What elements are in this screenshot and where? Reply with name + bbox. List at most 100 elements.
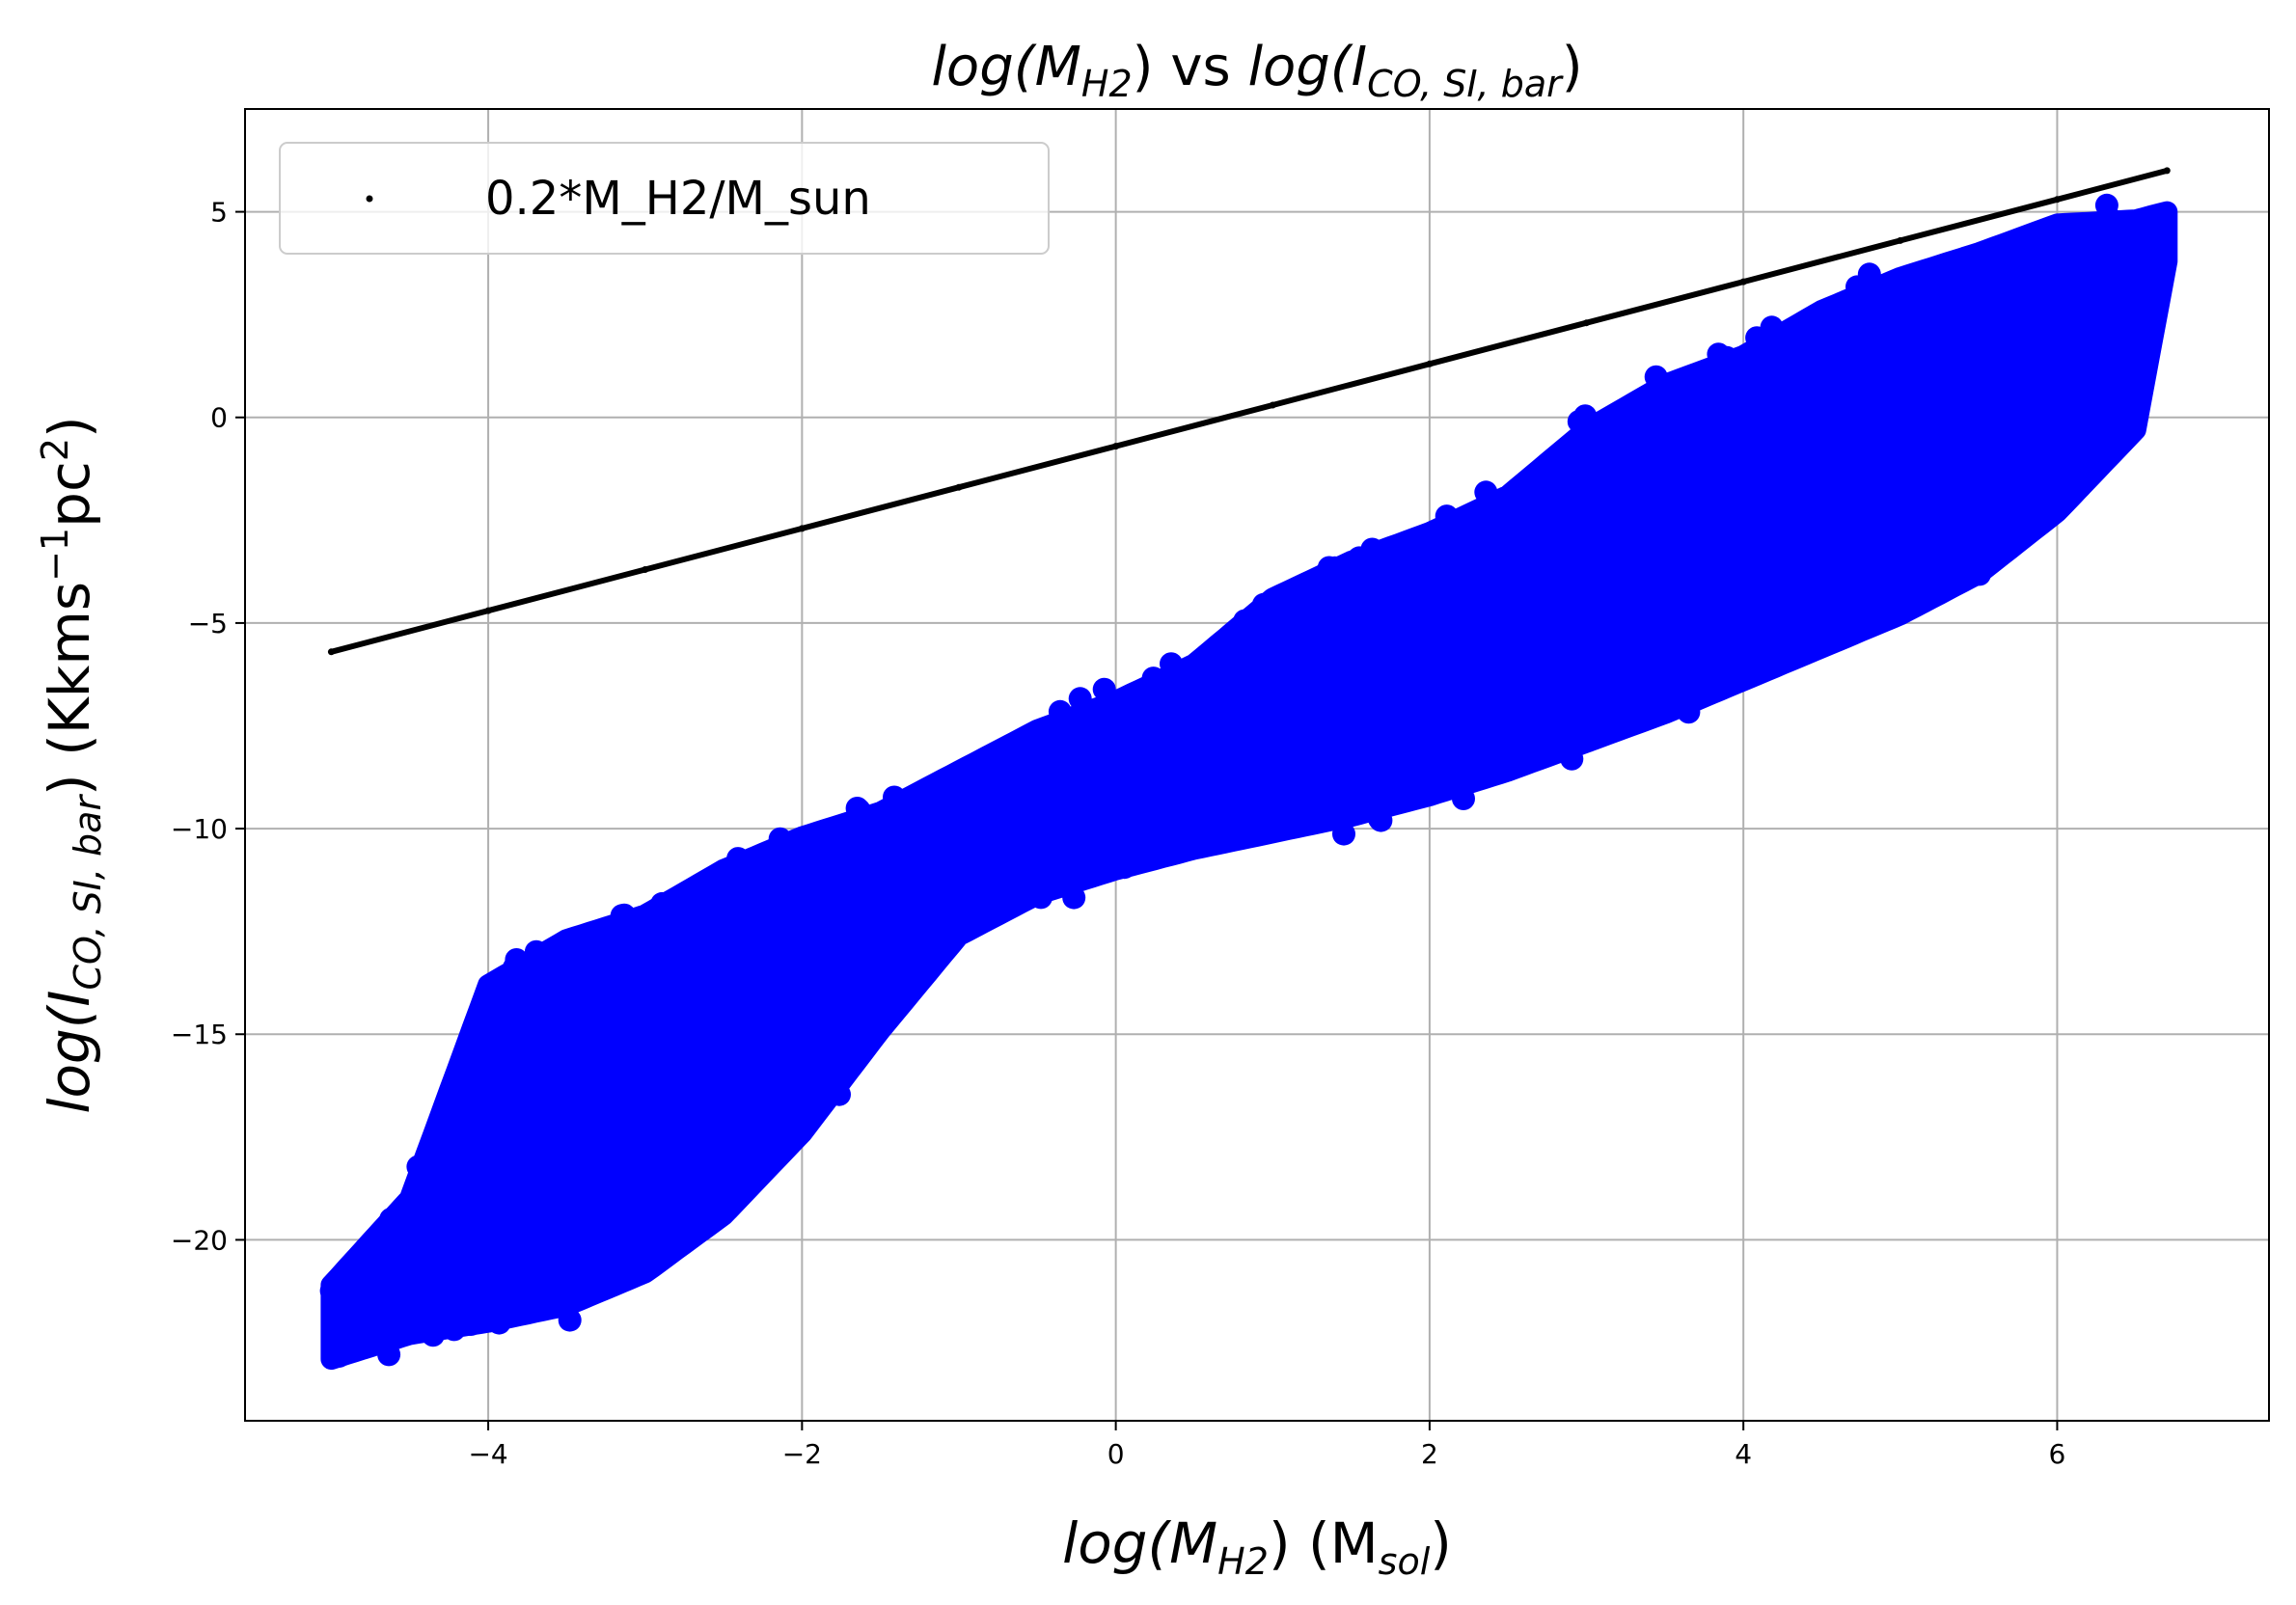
blue-point (1504, 719, 1528, 743)
blue-point (442, 1318, 466, 1342)
blue-point (1124, 769, 1147, 793)
y-axis-label: log(ICO, SI, bar) (Kkms−1pc2) (34, 416, 109, 1113)
blue-point (1227, 802, 1251, 826)
blue-point (1484, 622, 1508, 645)
blue-point (1706, 503, 1730, 527)
blue-point (1565, 722, 1589, 747)
blue-point (1920, 400, 1944, 423)
blue-scatter-series (319, 193, 2178, 1371)
blue-point (823, 827, 847, 851)
blue-point (982, 757, 1006, 780)
blue-point (1845, 275, 1869, 299)
blue-point (1969, 297, 1993, 321)
blue-point (1812, 555, 1836, 579)
black-point (2053, 196, 2061, 204)
blue-point (1746, 412, 1770, 436)
black-point (955, 483, 963, 491)
blue-point (379, 1208, 403, 1231)
blue-point (1347, 546, 1371, 570)
blue-point (2041, 339, 2065, 363)
blue-point (883, 785, 906, 809)
blue-point (699, 1129, 724, 1154)
blue-point (1029, 885, 1052, 910)
blue-point (2072, 329, 2096, 353)
blue-point (1626, 517, 1650, 540)
blue-point (2059, 294, 2083, 318)
blue-point (766, 1004, 790, 1028)
x-tick-label: 4 (1735, 1438, 1752, 1470)
blue-point (1825, 294, 1849, 318)
blue-point (1079, 813, 1103, 837)
blue-point (1139, 819, 1163, 843)
blue-point (820, 910, 844, 934)
blue-point (1332, 822, 1355, 846)
blue-point (1591, 441, 1615, 464)
blue-point (1063, 866, 1087, 890)
blue-point (1034, 823, 1058, 847)
blue-point (768, 827, 792, 851)
blue-point (416, 1181, 440, 1205)
blue-point (898, 801, 922, 825)
blue-point (1556, 502, 1580, 526)
blue-point (1489, 508, 1513, 532)
blue-point (1940, 294, 1964, 318)
x-tick-label: −2 (782, 1438, 822, 1470)
blue-point (775, 914, 799, 939)
blue-point (2000, 290, 2024, 314)
blue-point (1251, 592, 1275, 616)
blue-point (1452, 711, 1476, 735)
blue-point (2075, 397, 2099, 421)
blue-point (751, 1033, 775, 1056)
blue-point (1995, 527, 2019, 551)
blue-point (397, 1292, 422, 1315)
y-tick-label: 0 (210, 402, 228, 434)
blue-point (1818, 476, 1842, 499)
blue-point (1068, 687, 1092, 711)
black-point (1583, 319, 1590, 327)
blue-point (2143, 292, 2167, 315)
blue-point (1534, 577, 1558, 601)
blue-point (1903, 383, 1927, 407)
blue-point (1270, 728, 1294, 752)
blue-point (322, 1336, 345, 1360)
blue-point (702, 1169, 726, 1193)
blue-point (491, 1091, 515, 1115)
x-axis-label: log(MH2) (Msol) (1062, 1510, 1452, 1583)
blue-point (1320, 712, 1344, 736)
blue-point (1718, 478, 1742, 503)
blue-point (1005, 742, 1029, 766)
blue-point (1716, 585, 1740, 610)
blue-point (1576, 530, 1599, 555)
blue-point (1796, 607, 1820, 630)
blue-point (1745, 326, 1769, 350)
blue-point (1048, 806, 1072, 830)
black-point (1897, 236, 1904, 244)
blue-point (1824, 356, 1848, 379)
blue-point (723, 1186, 747, 1211)
blue-point (1600, 703, 1625, 727)
blue-point (868, 901, 892, 924)
blue-point (1782, 643, 1806, 667)
x-tick-label: 0 (1107, 1438, 1125, 1470)
blue-point (1112, 856, 1136, 880)
blue-point (1062, 885, 1086, 910)
blue-point (1588, 635, 1612, 659)
blue-point (1480, 724, 1504, 748)
blue-point (610, 904, 634, 928)
blue-point (1714, 366, 1738, 390)
legend-box (279, 142, 1050, 255)
blue-point (784, 862, 808, 886)
blue-point (2101, 208, 2125, 232)
blue-point (1908, 321, 1932, 345)
blue-point (779, 1064, 804, 1088)
blue-point (1677, 700, 1701, 724)
blue-point (1547, 729, 1572, 753)
blue-point (1470, 535, 1494, 559)
blue-point (732, 989, 756, 1013)
blue-point (970, 855, 994, 879)
blue-point (431, 1265, 455, 1290)
blue-point (1707, 342, 1731, 367)
blue-point (1734, 662, 1758, 686)
blue-point (976, 895, 1000, 919)
